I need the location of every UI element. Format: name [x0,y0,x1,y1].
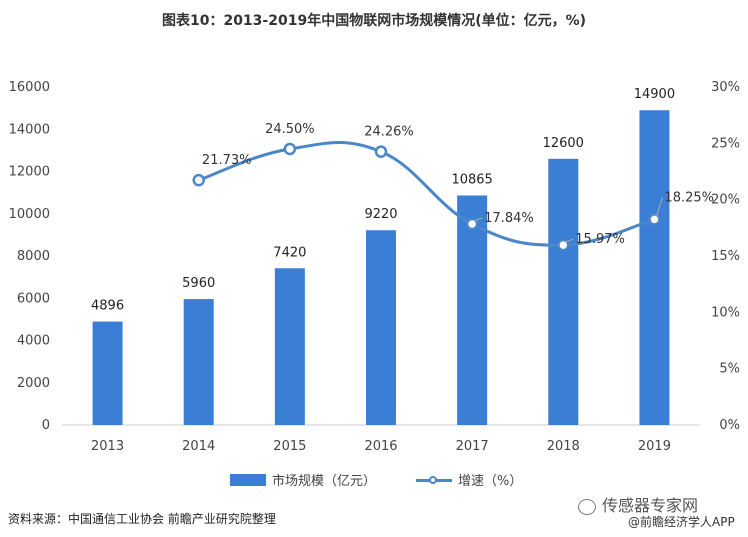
y-right-tick-label: 15% [711,249,740,264]
y-left-tick-label: 8000 [17,249,50,264]
legend-item-line[interactable]: 增速（%） [416,470,522,489]
y-right-tick-label: 5% [719,362,740,377]
growth-point [283,142,297,156]
legend-line-label: 增速（%） [458,474,523,489]
y-left-tick-label: 2000 [17,376,50,391]
x-tick-label: 2016 [364,439,397,454]
x-tick-label: 2019 [638,439,671,454]
watermark-app: @前瞻经济学人APP [628,515,735,529]
growth-label-leader [565,238,574,243]
bar [92,321,123,425]
bar-data-label: 10865 [451,172,492,187]
y-left-tick-label: 14000 [9,122,50,137]
bar [183,299,214,425]
growth-point [648,213,661,226]
bar-data-label: 5960 [182,276,215,291]
y-right-tick-label: 10% [711,305,740,320]
wechat-icon [578,498,596,515]
growth-point [374,145,388,158]
x-tick-label: 2013 [91,439,124,454]
growth-line [198,141,655,247]
growth-label-leader [655,197,663,217]
growth-label-leader [473,217,483,222]
x-tick-label: 2018 [547,439,580,454]
bar-data-label: 9220 [364,207,397,222]
bar-data-label: 12600 [543,136,584,151]
growth-point [557,238,570,252]
y-left-tick-label: 0 [42,418,50,433]
chart-title: 图表10：2013-2019年中国物联网市场规模情况(单位：亿元，%) [161,13,587,29]
watermark-logo: 传感器专家网 [578,492,698,516]
y-right-tick-label: 30% [711,80,740,95]
y-right-tick-label: 25% [711,136,740,151]
bar [639,110,670,426]
bar-data-label: 7420 [273,245,306,260]
growth-data-label: 24.50% [265,122,315,137]
x-tick-label: 2017 [456,439,489,454]
y-left-tick-label: 16000 [9,80,50,95]
legend-line-swatch [416,474,453,486]
bar [366,230,396,425]
legend-bar-swatch [230,473,266,486]
growth-data-label: 15.97% [575,232,625,247]
x-tick-label: 2014 [182,439,215,454]
watermark-logo-text: 传感器专家网 [602,496,699,515]
y-left-tick-label: 6000 [17,291,50,306]
bar [274,268,305,425]
growth-data-label: 17.84% [484,211,534,226]
legend-item-bar[interactable]: 市场规模（亿元） [230,470,376,489]
y-left-tick-label: 12000 [9,165,50,180]
bar [548,158,579,425]
y-left-tick-label: 4000 [17,334,50,349]
y-right-tick-label: 0% [719,418,740,433]
growth-data-label: 18.25% [664,190,714,205]
bar [457,195,488,425]
growth-point [192,173,205,187]
x-tick-label: 2015 [273,439,306,454]
growth-point [465,217,479,231]
source-note: 资料来源：中国通信工业协会 前瞻产业研究院整理 [8,512,276,526]
growth-data-label: 21.73% [202,153,252,168]
legend: 市场规模（亿元） 增速（%） [230,470,562,489]
bar-data-label: 14900 [634,87,675,102]
legend-bar-label: 市场规模（亿元） [272,474,377,489]
y-left-tick-label: 10000 [9,207,50,222]
growth-data-label: 24.26% [364,125,414,140]
bar-data-label: 4896 [91,299,124,314]
y-right-tick-label: 20% [711,193,740,208]
